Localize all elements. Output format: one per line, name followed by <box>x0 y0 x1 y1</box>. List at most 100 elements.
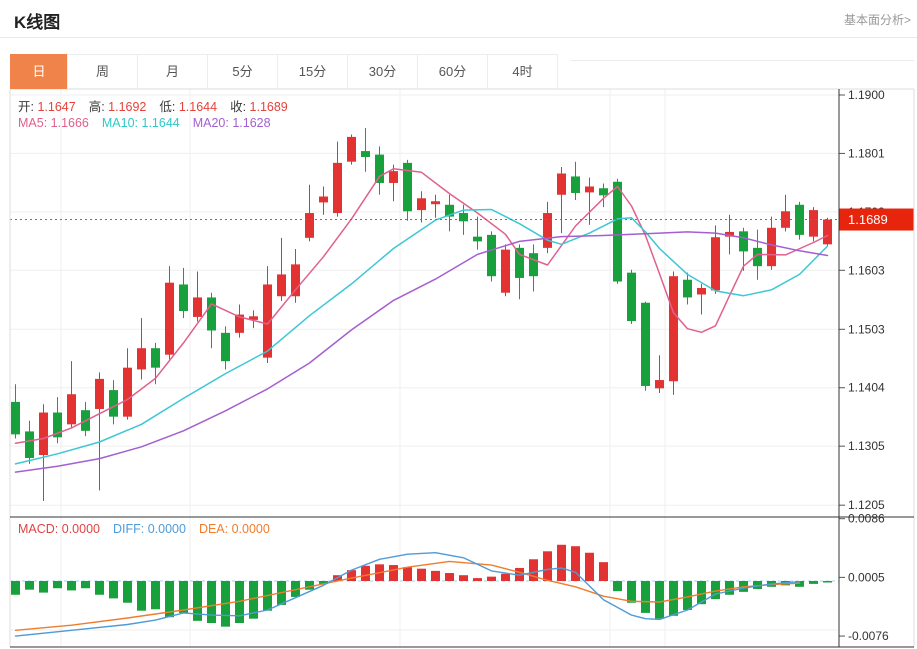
candle-body <box>179 284 188 312</box>
candle-body <box>697 287 706 295</box>
readout-pair: MA5: 1.1666 <box>18 116 89 130</box>
tab-4hour[interactable]: 4时 <box>487 54 558 89</box>
macd-bar <box>389 565 398 581</box>
macd-bar <box>249 581 258 619</box>
macd-bar <box>361 565 370 581</box>
header-divider <box>0 37 917 38</box>
axis-label: 1.1801 <box>848 146 885 160</box>
tab-day[interactable]: 日 <box>10 54 68 89</box>
axis-label: 1.1900 <box>848 88 885 102</box>
macd-bar <box>123 581 132 603</box>
axis-label: 1.1503 <box>848 322 885 336</box>
macd-bar <box>305 581 314 590</box>
macd-bar <box>137 581 146 611</box>
macd-bar <box>417 568 426 581</box>
candle-body <box>711 237 720 291</box>
macd-bar <box>109 581 118 599</box>
candle-body <box>221 332 230 362</box>
axis-label: -0.0076 <box>848 629 889 643</box>
macd-bar <box>81 581 90 589</box>
macd-bar <box>557 544 566 581</box>
tab-week[interactable]: 周 <box>67 54 138 89</box>
macd-bar <box>697 581 706 605</box>
page-title: K线图 <box>14 13 61 32</box>
candle-body <box>823 219 832 245</box>
candle-body <box>123 367 132 417</box>
tab-60min[interactable]: 60分 <box>417 54 488 89</box>
candle-body <box>361 151 370 157</box>
candle-body <box>165 282 174 355</box>
candle-body <box>473 236 482 242</box>
macd-bar <box>543 551 552 581</box>
macd-bar <box>207 581 216 624</box>
candle-body <box>95 378 104 409</box>
candle-body <box>151 348 160 368</box>
candle-body <box>291 264 300 297</box>
diff-line <box>14 552 801 637</box>
chart-frame <box>9 88 915 648</box>
macd-bar <box>501 573 510 581</box>
candle-body <box>529 253 538 277</box>
candle-body <box>669 276 678 382</box>
candle-body <box>795 204 804 235</box>
candles <box>11 128 832 502</box>
candle-body <box>487 234 496 277</box>
fundamental-analysis-link[interactable]: 基本面分析> <box>843 13 911 27</box>
macd-bar <box>319 581 328 584</box>
macd-bar <box>235 581 244 624</box>
candle-body <box>459 213 468 222</box>
macd-bar <box>809 581 818 584</box>
macd-bar <box>613 581 622 592</box>
macd-bar <box>11 581 20 595</box>
candle-body <box>53 412 62 438</box>
tab-30min[interactable]: 30分 <box>347 54 418 89</box>
axis-label: 1.1205 <box>848 498 885 512</box>
axis-label: 0.0086 <box>848 512 885 526</box>
readout-pair: DEA: 0.0000 <box>198 522 270 536</box>
candle-body <box>389 171 398 183</box>
readout-pair: 低: 1.1644 <box>159 100 218 114</box>
macd-readout: MACD: 0.0000 DIFF: 0.0000 DEA: 0.0000 <box>18 522 283 536</box>
macd-bar <box>193 581 202 621</box>
tab-month[interactable]: 月 <box>137 54 208 89</box>
readout-pair: 高: 1.1692 <box>88 100 147 114</box>
candle-body <box>333 162 342 214</box>
macd-bar <box>67 581 76 591</box>
candle-body <box>137 348 146 370</box>
tab-5min[interactable]: 5分 <box>207 54 278 89</box>
ma20-line <box>14 231 829 473</box>
macd-bar <box>291 581 300 597</box>
tab-15min[interactable]: 15分 <box>277 54 348 89</box>
readout-pair: DIFF: 0.0000 <box>112 522 186 536</box>
macd-bar <box>459 575 468 581</box>
price-box-bg <box>839 208 914 231</box>
current-price-label: 1.1689 <box>848 212 888 227</box>
candle-body <box>431 201 440 205</box>
macd-bar <box>529 559 538 581</box>
ma5-line <box>14 168 829 444</box>
ohlc-readout: 开: 1.1647 高: 1.1692 低: 1.1644 收: 1.1689 <box>18 96 301 115</box>
macd-bar <box>641 581 650 613</box>
candle-body <box>627 272 636 322</box>
macd-bar <box>753 581 762 589</box>
candle-body <box>403 162 412 212</box>
gridlines <box>10 89 839 647</box>
current-price-box: 1.1689 <box>839 208 914 231</box>
candle-body <box>641 302 650 386</box>
candle-body <box>25 431 34 458</box>
macd-bar <box>403 567 412 581</box>
candle-body <box>347 136 356 162</box>
candle-body <box>305 213 314 238</box>
dea-line <box>14 560 801 631</box>
macd-bar <box>25 581 34 590</box>
candle-body <box>375 154 384 183</box>
macd-bar <box>165 581 174 618</box>
macd-bar <box>627 581 636 603</box>
candle-body <box>683 279 692 298</box>
y-axis: 1.19001.18011.17021.16031.15031.14041.13… <box>839 88 889 643</box>
readout-pair: MA10: 1.1644 <box>101 116 180 130</box>
readout-pair: MA20: 1.1628 <box>192 116 271 130</box>
macd-bar <box>571 546 580 581</box>
